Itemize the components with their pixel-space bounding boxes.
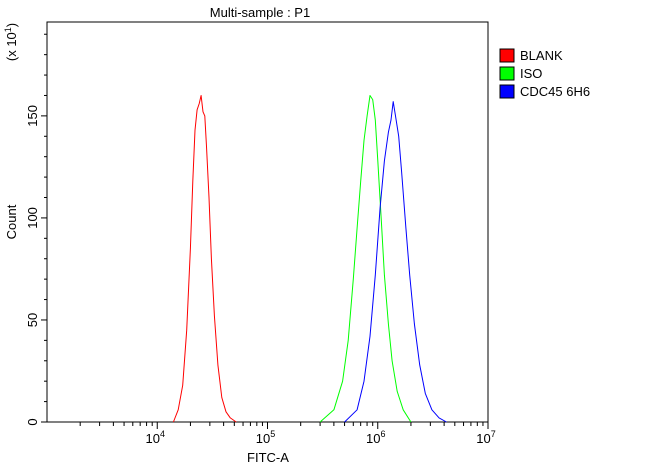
chart-title: Multi-sample : P1 [210, 5, 310, 20]
y-multiplier-suffix: ) [4, 23, 19, 27]
x-axis: 104 105 106 107 [79, 422, 496, 446]
x-axis-label: FITC-A [247, 450, 289, 465]
y-axis-multiplier: (x 101) [3, 23, 19, 61]
legend-swatch [499, 84, 515, 99]
series-line-cdc45-6h6 [344, 101, 447, 423]
x-tick-label: 106 [366, 429, 385, 446]
legend-label: BLANK [520, 48, 563, 63]
y-multiplier-prefix: (x 10 [4, 32, 19, 61]
legend: BLANK ISO CDC45 6H6 [499, 48, 590, 99]
y-tick-label: 0 [25, 418, 40, 425]
y-tick-label: 50 [25, 313, 40, 327]
plot-area-frame [46, 21, 489, 423]
legend-label: CDC45 6H6 [520, 84, 590, 99]
x-tick-label: 104 [146, 429, 165, 446]
series-line-iso [319, 95, 412, 423]
y-multiplier-exponent: 1 [3, 27, 13, 32]
legend-swatch [499, 48, 515, 63]
y-tick-label: 100 [25, 207, 40, 229]
y-axis-label: Count [4, 204, 19, 239]
x-tick-label: 107 [476, 429, 495, 446]
series-layer [172, 95, 447, 423]
legend-label: ISO [520, 66, 542, 81]
y-tick-label: 150 [25, 105, 40, 127]
series-line-blank [172, 95, 237, 423]
y-axis: 0 50 100 150 [25, 33, 47, 426]
legend-swatch [499, 66, 515, 81]
x-tick-label: 105 [256, 429, 275, 446]
